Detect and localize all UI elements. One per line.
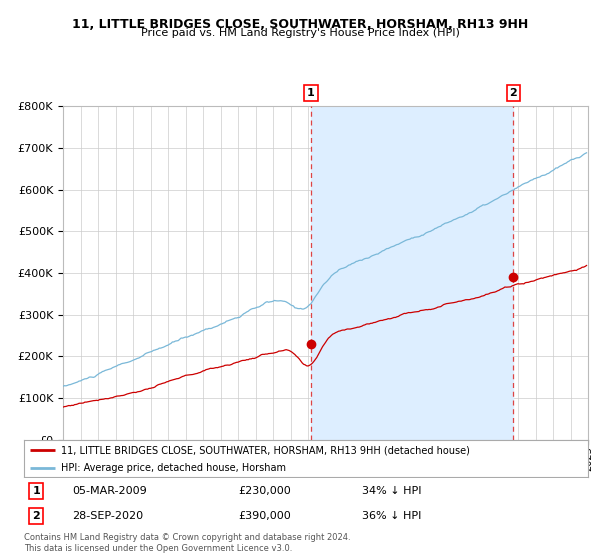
- Text: 1: 1: [307, 88, 315, 98]
- Bar: [311, 106, 514, 440]
- Text: 11, LITTLE BRIDGES CLOSE, SOUTHWATER, HORSHAM, RH13 9HH: 11, LITTLE BRIDGES CLOSE, SOUTHWATER, HO…: [72, 18, 528, 31]
- Text: 28-SEP-2020: 28-SEP-2020: [72, 511, 143, 521]
- Text: 2: 2: [509, 88, 517, 98]
- Text: Contains HM Land Registry data © Crown copyright and database right 2024.
This d: Contains HM Land Registry data © Crown c…: [24, 533, 350, 553]
- Text: 11, LITTLE BRIDGES CLOSE, SOUTHWATER, HORSHAM, RH13 9HH (detached house): 11, LITTLE BRIDGES CLOSE, SOUTHWATER, HO…: [61, 445, 470, 455]
- Text: 1: 1: [32, 486, 40, 496]
- Text: HPI: Average price, detached house, Horsham: HPI: Average price, detached house, Hors…: [61, 463, 286, 473]
- Text: Price paid vs. HM Land Registry's House Price Index (HPI): Price paid vs. HM Land Registry's House …: [140, 28, 460, 38]
- Text: 36% ↓ HPI: 36% ↓ HPI: [362, 511, 422, 521]
- Text: 2: 2: [32, 511, 40, 521]
- Text: £230,000: £230,000: [238, 486, 291, 496]
- Text: £390,000: £390,000: [238, 511, 291, 521]
- Text: 34% ↓ HPI: 34% ↓ HPI: [362, 486, 422, 496]
- Text: 05-MAR-2009: 05-MAR-2009: [72, 486, 146, 496]
